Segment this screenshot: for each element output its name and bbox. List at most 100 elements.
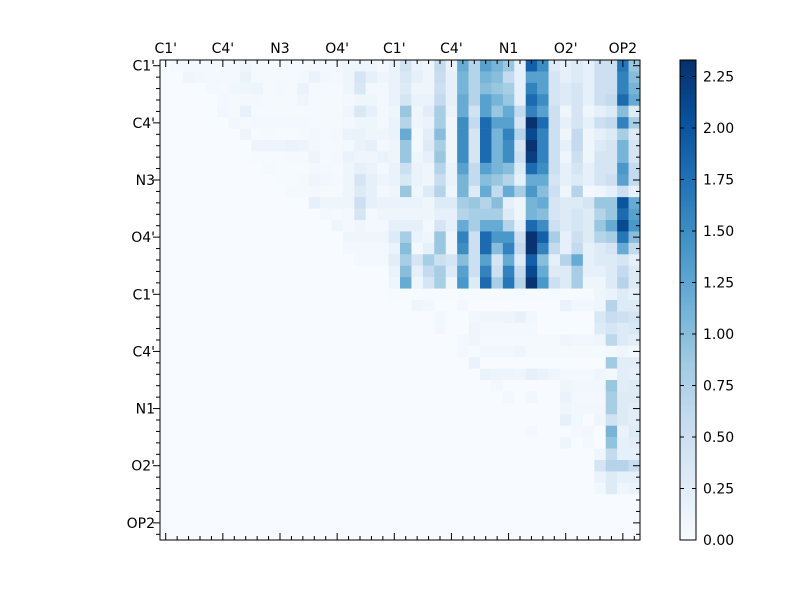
heatmap-cell: [502, 482, 515, 495]
heatmap-cell: [285, 460, 298, 472]
heatmap-cell: [320, 311, 332, 324]
heatmap-cell: [308, 117, 321, 129]
heatmap-cell: [571, 185, 584, 198]
y-tick-label: O4': [131, 230, 155, 246]
heatmap-cell: [491, 482, 504, 495]
heatmap-cell: [217, 140, 229, 152]
heatmap-cell: [388, 242, 401, 255]
heatmap-cell: [388, 231, 401, 244]
heatmap-cell: [457, 197, 469, 209]
heatmap-cell: [194, 300, 207, 312]
heatmap-cell: [457, 151, 469, 164]
y-tick-label: C4': [132, 344, 155, 360]
heatmap-cell: [491, 437, 504, 449]
heatmap-cell: [217, 391, 229, 404]
heatmap-cell: [560, 414, 572, 427]
heatmap-cell: [480, 391, 492, 404]
heatmap-cell: [571, 162, 584, 175]
heatmap-cell: [342, 402, 355, 415]
heatmap-cell: [560, 402, 572, 415]
heatmap-cell: [285, 82, 298, 95]
heatmap-cell: [468, 254, 481, 267]
heatmap-cell: [217, 208, 229, 221]
heatmap-cell: [445, 357, 458, 369]
heatmap-cell: [377, 231, 389, 244]
heatmap-cell: [571, 437, 584, 449]
heatmap-cell: [400, 402, 412, 415]
heatmap-cell: [182, 437, 195, 449]
heatmap-cell: [251, 105, 264, 118]
heatmap-cell: [491, 402, 504, 415]
heatmap-cell: [468, 471, 481, 484]
heatmap-cell: [525, 60, 538, 72]
heatmap-cell: [468, 208, 481, 221]
heatmap-cell: [400, 231, 412, 244]
heatmap-cell: [308, 105, 321, 118]
heatmap-cell: [194, 448, 207, 461]
heatmap-cell: [594, 528, 607, 541]
heatmap-cell: [525, 437, 538, 449]
heatmap-cell: [514, 300, 527, 312]
heatmap-cell: [537, 231, 549, 244]
heatmap-cell: [457, 505, 469, 518]
heatmap-cell: [228, 482, 241, 495]
heatmap-cell: [582, 82, 595, 95]
heatmap-cell: [411, 391, 424, 404]
heatmap-cell: [320, 117, 332, 129]
heatmap-cell: [582, 105, 595, 118]
heatmap-cell: [217, 482, 229, 495]
heatmap-cell: [377, 425, 389, 438]
heatmap-cell: [491, 334, 504, 347]
heatmap-cell: [251, 300, 264, 312]
heatmap-cell: [251, 448, 264, 461]
heatmap-cell: [560, 391, 572, 404]
heatmap-cell: [571, 117, 584, 129]
heatmap-cell: [548, 231, 561, 244]
heatmap-cell: [354, 471, 367, 484]
heatmap-cell: [457, 471, 469, 484]
heatmap-cell: [525, 357, 538, 369]
heatmap-cell: [457, 82, 469, 95]
heatmap-cell: [308, 494, 321, 507]
heatmap-cell: [548, 345, 561, 358]
heatmap-cell: [285, 288, 298, 301]
heatmap-cell: [468, 368, 481, 381]
heatmap-cell: [525, 402, 538, 415]
heatmap-cell: [388, 277, 401, 289]
heatmap-cell: [182, 402, 195, 415]
heatmap-cell: [182, 220, 195, 232]
heatmap-cell: [514, 277, 527, 289]
heatmap-cell: [331, 448, 344, 461]
heatmap-cell: [182, 151, 195, 164]
heatmap-cell: [205, 82, 218, 95]
heatmap-cell: [342, 517, 355, 529]
heatmap-cell: [388, 117, 401, 129]
heatmap-cell: [400, 482, 412, 495]
heatmap-cell: [240, 334, 252, 347]
heatmap-cell: [297, 277, 309, 289]
heatmap-cell: [400, 185, 412, 198]
heatmap-cell: [228, 345, 241, 358]
heatmap-cell: [205, 254, 218, 267]
heatmap-cell: [560, 208, 572, 221]
heatmap-cell: [514, 322, 527, 335]
heatmap-cell: [422, 402, 435, 415]
heatmap-cell: [365, 162, 378, 175]
heatmap-cell: [571, 105, 584, 118]
heatmap-cell: [194, 494, 207, 507]
heatmap-cell: [537, 471, 549, 484]
heatmap-cell: [434, 471, 447, 484]
heatmap-cell: [194, 277, 207, 289]
heatmap-cell: [434, 254, 447, 267]
heatmap-cell: [377, 185, 389, 198]
heatmap-cell: [560, 505, 572, 518]
heatmap-cell: [480, 437, 492, 449]
heatmap-cell: [171, 128, 184, 141]
heatmap-cell: [388, 517, 401, 529]
heatmap-cell: [582, 517, 595, 529]
heatmap-cell: [160, 311, 172, 324]
heatmap-cell: [434, 288, 447, 301]
heatmap-cell: [548, 197, 561, 209]
heatmap-cell: [354, 277, 367, 289]
